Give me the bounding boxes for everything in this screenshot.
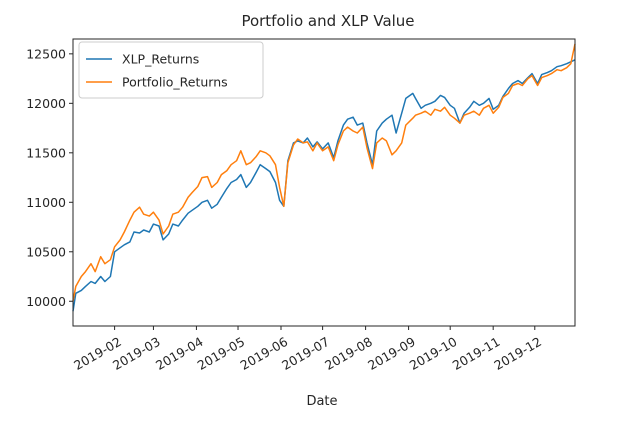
plot-lines bbox=[72, 43, 576, 312]
x-tick-label: 2019-10 bbox=[407, 334, 460, 373]
y-tick-label: 11000 bbox=[26, 195, 66, 210]
x-tick-label: 2019-08 bbox=[322, 334, 375, 373]
series-line-portfolio-returns bbox=[72, 43, 576, 302]
y-tick-label: 12500 bbox=[26, 46, 66, 61]
legend-label-xlp: XLP_Returns bbox=[122, 52, 199, 67]
x-tick-label: 2019-05 bbox=[195, 334, 248, 373]
y-tick-label: 10000 bbox=[26, 294, 66, 309]
series-line-xlp-returns bbox=[72, 59, 576, 312]
legend-label-portfolio: Portfolio_Returns bbox=[122, 75, 228, 90]
x-axis: 2019-022019-032019-042019-052019-062019-… bbox=[71, 326, 544, 373]
x-tick-label: 2019-12 bbox=[491, 334, 544, 373]
plot-frame bbox=[72, 38, 576, 327]
y-tick-label: 11500 bbox=[26, 145, 66, 160]
legend-box bbox=[78, 41, 264, 99]
x-axis-label: Date bbox=[306, 394, 337, 409]
y-tick-label: 10500 bbox=[26, 244, 66, 259]
y-tick-label: 12000 bbox=[26, 96, 66, 111]
chart-title: Portfolio and XLP Value bbox=[241, 12, 414, 30]
legend: XLP_Returns Portfolio_Returns bbox=[78, 41, 264, 99]
x-tick-label: 2019-07 bbox=[279, 334, 332, 373]
y-axis: 10000 10500 11000 11500 12000 12500 bbox=[26, 46, 73, 309]
